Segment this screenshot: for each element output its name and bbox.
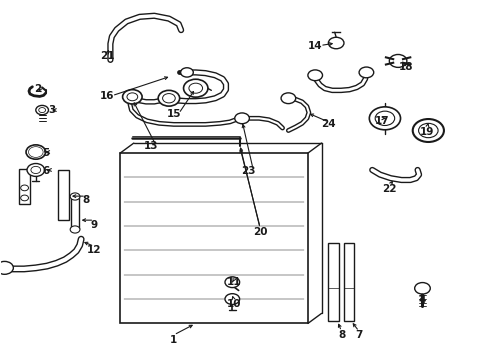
Circle shape: [281, 93, 295, 104]
Circle shape: [180, 68, 193, 77]
Circle shape: [127, 93, 138, 101]
Circle shape: [224, 277, 239, 288]
Circle shape: [374, 111, 394, 126]
Circle shape: [307, 70, 322, 81]
Text: 2: 2: [34, 84, 41, 94]
Circle shape: [418, 123, 437, 138]
Text: 8: 8: [337, 330, 345, 340]
Circle shape: [31, 166, 41, 174]
Text: 19: 19: [419, 127, 434, 136]
Text: 21: 21: [100, 51, 114, 61]
Circle shape: [28, 147, 43, 157]
Text: 24: 24: [321, 120, 335, 129]
Text: 12: 12: [87, 245, 102, 255]
Text: 16: 16: [100, 91, 114, 101]
Circle shape: [70, 193, 80, 200]
Circle shape: [39, 108, 45, 113]
Text: 5: 5: [42, 148, 49, 158]
Circle shape: [26, 145, 45, 159]
Circle shape: [27, 163, 44, 176]
Bar: [328, 243, 338, 320]
Text: 1: 1: [170, 334, 177, 345]
Text: 3: 3: [48, 105, 56, 115]
Circle shape: [328, 37, 343, 49]
Bar: [120, 153, 307, 323]
Circle shape: [234, 113, 249, 124]
Bar: [58, 170, 69, 220]
Circle shape: [162, 94, 175, 103]
Circle shape: [368, 107, 400, 130]
Circle shape: [31, 148, 41, 156]
Circle shape: [20, 195, 28, 201]
Circle shape: [388, 54, 406, 67]
Circle shape: [188, 83, 202, 93]
Circle shape: [414, 283, 429, 294]
Text: 23: 23: [241, 166, 255, 176]
Text: 11: 11: [226, 277, 241, 287]
Bar: [344, 243, 353, 320]
Text: 10: 10: [226, 299, 241, 309]
Circle shape: [224, 294, 239, 305]
Circle shape: [0, 261, 13, 274]
Text: 13: 13: [143, 141, 158, 151]
Circle shape: [183, 79, 207, 97]
Text: 9: 9: [91, 220, 98, 230]
Text: 22: 22: [382, 184, 396, 194]
Bar: [71, 197, 79, 229]
Circle shape: [122, 90, 142, 104]
Circle shape: [20, 185, 28, 191]
Text: 8: 8: [82, 195, 89, 205]
Text: 17: 17: [374, 116, 388, 126]
Text: 6: 6: [42, 166, 49, 176]
Text: 18: 18: [398, 62, 413, 72]
Circle shape: [412, 119, 443, 142]
Circle shape: [70, 226, 80, 233]
Circle shape: [158, 90, 179, 106]
Text: 7: 7: [355, 330, 362, 340]
Text: 4: 4: [418, 295, 426, 305]
Text: 14: 14: [307, 41, 322, 50]
Text: 15: 15: [166, 109, 181, 119]
Text: 20: 20: [252, 227, 267, 237]
Circle shape: [36, 105, 48, 115]
Bar: [19, 169, 30, 204]
Circle shape: [358, 67, 373, 78]
